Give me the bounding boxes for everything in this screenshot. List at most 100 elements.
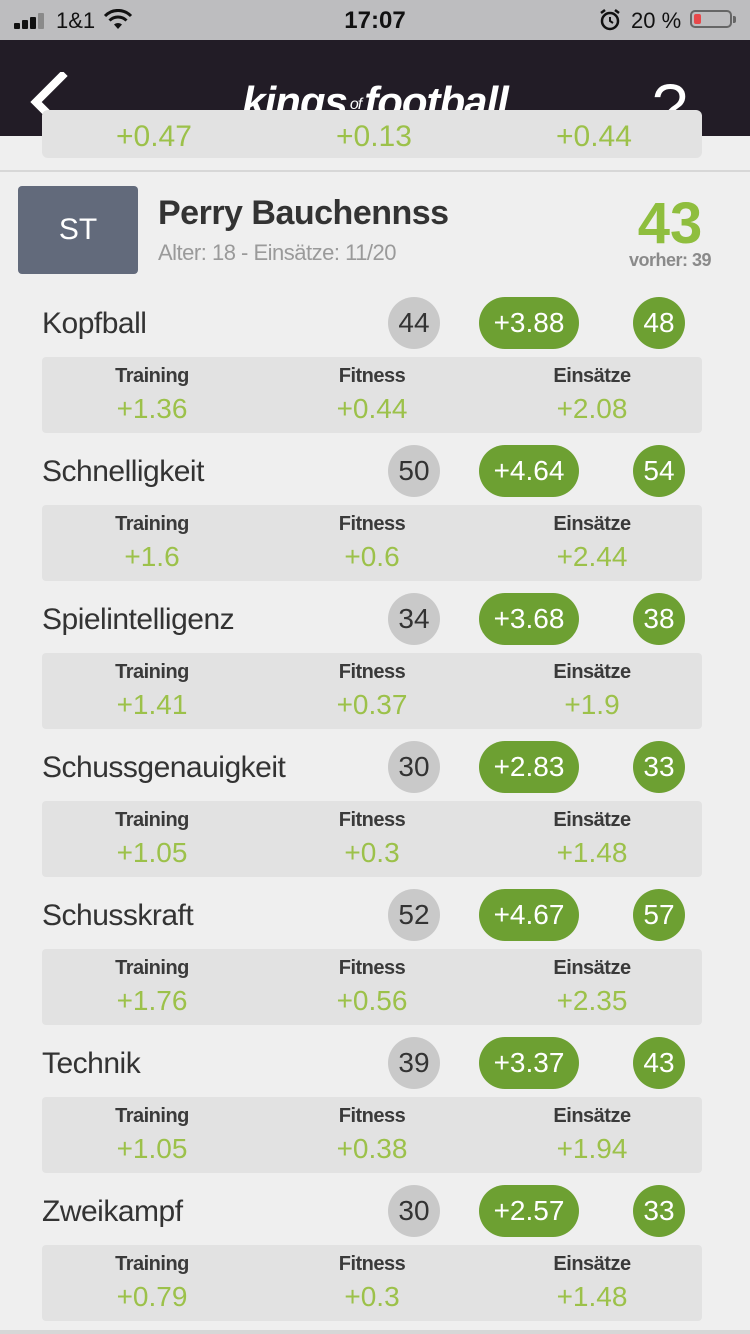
fitness-label: Fitness bbox=[338, 957, 406, 979]
einsaetze-value: +1.9 bbox=[564, 689, 620, 720]
delta-value-badge: +4.64 bbox=[479, 445, 579, 497]
fitness-label: Fitness bbox=[338, 661, 406, 683]
status-bar: 1&1 17:07 20 % bbox=[0, 0, 750, 40]
fitness-value: +0.3 bbox=[344, 1281, 400, 1312]
attribute-row: Schusskraft 52 +4.67 57 Training +1.76 Fitness… bbox=[0, 889, 750, 1037]
delta-value-badge: +4.67 bbox=[479, 889, 579, 941]
new-value-badge: 43 bbox=[633, 1037, 685, 1089]
battery-level bbox=[694, 14, 701, 24]
training-value: +0.79 bbox=[116, 1281, 188, 1312]
attribute-breakdown: Training +1.41 Fitness +0.37 Einsätze +1.9 bbox=[42, 653, 702, 729]
base-value-badge: 39 bbox=[388, 1037, 440, 1089]
base-value-badge: 44 bbox=[388, 297, 440, 349]
attribute-breakdown: Training +1.05 Fitness +0.3 Einsätze +1.48 bbox=[42, 801, 702, 877]
previous-attribute-box: +0.47 +0.13 +0.44 bbox=[42, 110, 702, 158]
einsaetze-value: +1.94 bbox=[556, 1133, 628, 1164]
attribute-row: Schussgenauigkeit 30 +2.83 33 Training +1.05 F… bbox=[0, 741, 750, 889]
delta-value-badge: +3.37 bbox=[479, 1037, 579, 1089]
base-value-badge: 52 bbox=[388, 889, 440, 941]
training-label: Training bbox=[115, 957, 189, 979]
training-label: Training bbox=[115, 513, 189, 535]
training-label: Training bbox=[115, 661, 189, 683]
alarm-icon bbox=[600, 9, 620, 31]
base-value-badge: 34 bbox=[388, 593, 440, 645]
einsaetze-label: Einsätze bbox=[553, 661, 631, 683]
einsaetze-value: +1.48 bbox=[556, 1281, 628, 1312]
attribute-row: Technik 39 +3.37 43 Training +1.05 Fitness +0.3… bbox=[0, 1037, 750, 1185]
attribute-name: Zweikampf bbox=[42, 1195, 183, 1228]
attribute-breakdown: Training +1.05 Fitness +0.38 Einsätze +1.94 bbox=[42, 1097, 702, 1173]
attribute-name: Kopfball bbox=[42, 307, 147, 340]
training-label: Training bbox=[115, 1105, 189, 1127]
einsaetze-value: +2.35 bbox=[556, 985, 628, 1016]
fitness-value: +0.56 bbox=[336, 985, 408, 1016]
player-name: Perry Bauchennss bbox=[158, 194, 449, 232]
previous-rating: vorher: 39 bbox=[628, 250, 712, 270]
attribute-name: Schusskraft bbox=[42, 899, 194, 932]
attribute-row: Schnelligkeit 50 +4.64 54 Training +1.6 Fitnes… bbox=[0, 445, 750, 593]
attribute-name: Schnelligkeit bbox=[42, 455, 204, 488]
attribute-name: Technik bbox=[42, 1047, 141, 1080]
einsaetze-label: Einsätze bbox=[553, 809, 631, 831]
wifi-icon bbox=[103, 9, 133, 29]
delta-value-badge: +3.88 bbox=[479, 297, 579, 349]
einsaetze-value: +1.48 bbox=[556, 837, 628, 868]
training-label: Training bbox=[115, 365, 189, 387]
logo-of: of bbox=[349, 95, 362, 113]
fitness-value: +0.44 bbox=[336, 393, 408, 424]
attribute-row: Spielintelligenz 34 +3.68 38 Training +1.41 Fi… bbox=[0, 593, 750, 741]
delta-value-badge: +2.83 bbox=[479, 741, 579, 793]
previous-einsaetze-value: +0.44 bbox=[556, 120, 632, 153]
einsaetze-value: +2.08 bbox=[556, 393, 628, 424]
previous-fitness-value: +0.13 bbox=[336, 120, 412, 153]
signal-icon bbox=[14, 13, 50, 29]
attribute-breakdown: Training +1.76 Fitness +0.56 Einsätze +2.35 bbox=[42, 949, 702, 1025]
fitness-label: Fitness bbox=[338, 513, 406, 535]
position-badge: ST bbox=[18, 186, 138, 274]
training-value: +1.41 bbox=[116, 689, 188, 720]
new-value-badge: 48 bbox=[633, 297, 685, 349]
base-value-badge: 30 bbox=[388, 741, 440, 793]
einsaetze-label: Einsätze bbox=[553, 1253, 631, 1275]
base-value-badge: 30 bbox=[388, 1185, 440, 1237]
einsaetze-label: Einsätze bbox=[553, 513, 631, 535]
delta-value-badge: +3.68 bbox=[479, 593, 579, 645]
previous-training-value: +0.47 bbox=[116, 120, 192, 153]
new-value-badge: 33 bbox=[633, 741, 685, 793]
attribute-name: Schussgenauigkeit bbox=[42, 751, 286, 784]
einsaetze-label: Einsätze bbox=[553, 957, 631, 979]
total-rating: 43 bbox=[637, 191, 703, 256]
fitness-value: +0.6 bbox=[344, 541, 400, 572]
base-value-badge: 50 bbox=[388, 445, 440, 497]
fitness-value: +0.37 bbox=[336, 689, 408, 720]
training-value: +1.6 bbox=[124, 541, 180, 572]
new-value-badge: 33 bbox=[633, 1185, 685, 1237]
training-value: +1.05 bbox=[116, 1133, 188, 1164]
attribute-name: Spielintelligenz bbox=[42, 603, 235, 636]
clock: 17:07 bbox=[344, 7, 406, 34]
training-label: Training bbox=[115, 809, 189, 831]
battery-percent: 20 % bbox=[631, 8, 682, 33]
attribute-breakdown: Training +0.79 Fitness +0.3 Einsätze +1.48 bbox=[42, 1245, 702, 1321]
player-meta: Alter: 18 - Einsätze: 11/20 bbox=[158, 240, 397, 265]
new-value-badge: 54 bbox=[633, 445, 685, 497]
fitness-label: Fitness bbox=[338, 809, 406, 831]
new-value-badge: 57 bbox=[633, 889, 685, 941]
fitness-label: Fitness bbox=[338, 1253, 406, 1275]
carrier-label: 1&1 bbox=[56, 8, 96, 33]
attribute-breakdown: Training +1.6 Fitness +0.6 Einsätze +2.44 bbox=[42, 505, 702, 581]
einsaetze-label: Einsätze bbox=[553, 365, 631, 387]
attribute-breakdown: Training +1.36 Fitness +0.44 Einsätze +2.08 bbox=[42, 357, 702, 433]
training-value: +1.05 bbox=[116, 837, 188, 868]
battery-icon bbox=[690, 10, 736, 28]
fitness-value: +0.3 bbox=[344, 837, 400, 868]
training-label: Training bbox=[115, 1253, 189, 1275]
einsaetze-value: +2.44 bbox=[556, 541, 628, 572]
attribute-row: Kopfball 44 +3.88 48 Training +1.36 Fitness +0.… bbox=[0, 297, 750, 445]
fitness-value: +0.38 bbox=[336, 1133, 408, 1164]
fitness-label: Fitness bbox=[338, 365, 406, 387]
divider bbox=[0, 170, 750, 172]
new-value-badge: 38 bbox=[633, 593, 685, 645]
delta-value-badge: +2.57 bbox=[479, 1185, 579, 1237]
einsaetze-label: Einsätze bbox=[553, 1105, 631, 1127]
